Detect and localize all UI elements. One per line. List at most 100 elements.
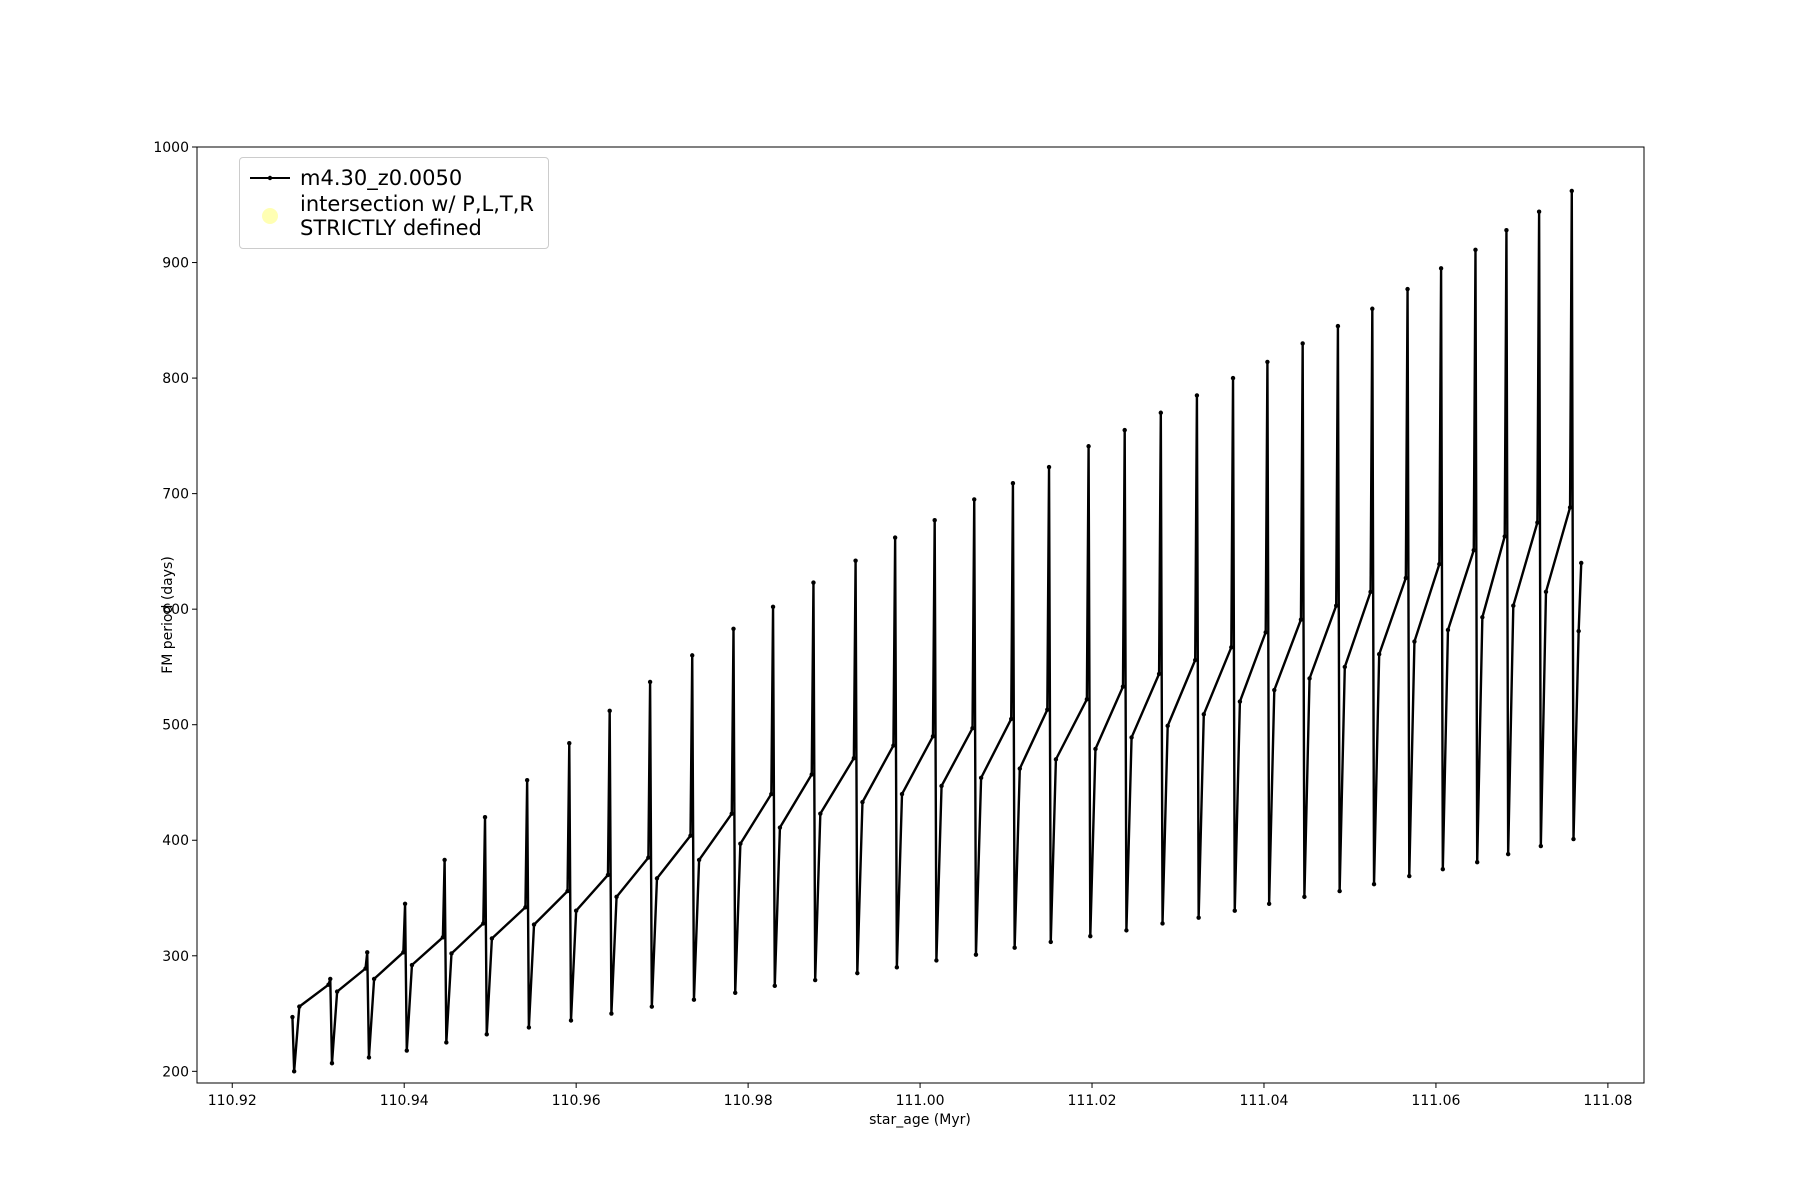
- point: [1571, 836, 1576, 842]
- y-tick-label: 200: [162, 1064, 189, 1080]
- point: [688, 833, 693, 838]
- point: [970, 725, 975, 731]
- point: [647, 679, 653, 685]
- point: [853, 558, 858, 563]
- point: [1335, 323, 1341, 329]
- point: [484, 1032, 489, 1037]
- legend-marker: [262, 208, 278, 224]
- point: [1370, 306, 1375, 311]
- legend-swatch: [262, 208, 278, 224]
- point: [1194, 393, 1200, 398]
- point: [290, 1014, 295, 1020]
- point: [1160, 921, 1165, 926]
- legend-label: intersection w/ P,L,T,R STRICTLY defined: [300, 192, 534, 240]
- point: [731, 626, 736, 632]
- point: [1012, 945, 1017, 950]
- point: [894, 965, 900, 970]
- point: [1045, 707, 1050, 712]
- point: [524, 777, 530, 783]
- series-line: [291, 189, 1583, 1073]
- x-tick-label: 111.08: [1583, 1093, 1632, 1109]
- y-tick-label: 400: [162, 833, 189, 849]
- point: [1475, 860, 1480, 865]
- point: [605, 872, 611, 878]
- point: [1440, 866, 1446, 872]
- point: [646, 855, 651, 860]
- x-tick-label: 111.06: [1411, 1093, 1460, 1109]
- point: [1129, 735, 1134, 740]
- legend: m4.30_z0.0050 intersection w/ P,L,T,R STR…: [239, 157, 549, 249]
- point: [1229, 645, 1234, 650]
- legend-item: intersection w/ P,L,T,R STRICTLY defined: [240, 192, 548, 240]
- point: [855, 970, 860, 976]
- point: [489, 936, 495, 941]
- point: [934, 958, 939, 963]
- point: [1302, 894, 1307, 900]
- point: [1376, 652, 1382, 657]
- point: [1237, 699, 1243, 704]
- point: [1437, 561, 1442, 567]
- point: [1010, 481, 1016, 486]
- point: [402, 901, 408, 906]
- point: [567, 740, 572, 746]
- point: [1405, 286, 1410, 292]
- point: [1502, 534, 1507, 539]
- point: [526, 1025, 532, 1030]
- point: [1017, 766, 1023, 771]
- point: [1086, 444, 1091, 449]
- x-tick-label: 111.04: [1239, 1093, 1288, 1109]
- point: [531, 922, 537, 927]
- point: [1084, 697, 1090, 702]
- point: [1342, 664, 1347, 670]
- point: [972, 497, 977, 502]
- point: [1567, 505, 1573, 510]
- point: [1156, 671, 1162, 677]
- point: [733, 990, 738, 995]
- point: [729, 811, 734, 816]
- point: [449, 951, 454, 956]
- point: [770, 604, 776, 610]
- point: [1196, 915, 1201, 920]
- point: [1263, 630, 1268, 635]
- point: [973, 952, 979, 957]
- x-tick-label: 110.98: [724, 1093, 773, 1109]
- point: [1053, 757, 1059, 762]
- point: [899, 791, 905, 797]
- point: [1165, 723, 1170, 729]
- point: [1298, 617, 1304, 622]
- point: [329, 1061, 335, 1066]
- point: [654, 876, 660, 881]
- point: [769, 791, 774, 797]
- point: [1445, 627, 1451, 633]
- point: [1337, 888, 1342, 894]
- point: [1576, 628, 1581, 634]
- point: [851, 756, 857, 761]
- point: [1438, 266, 1444, 271]
- point: [1307, 676, 1312, 681]
- x-tick-label: 110.96: [552, 1093, 601, 1109]
- x-tick-label: 111.00: [896, 1093, 945, 1109]
- point: [1536, 209, 1542, 214]
- point: [614, 894, 619, 900]
- point: [978, 775, 984, 781]
- point: [607, 708, 612, 714]
- point: [1230, 375, 1236, 381]
- x-tick-label: 110.94: [380, 1093, 429, 1109]
- x-tick-label: 110.92: [208, 1093, 257, 1109]
- y-tick-label: 700: [162, 487, 189, 503]
- point: [444, 1040, 449, 1045]
- x-tick-label: 111.02: [1068, 1093, 1117, 1109]
- point: [1334, 603, 1339, 608]
- point: [1048, 939, 1053, 945]
- point: [932, 517, 937, 523]
- y-tick-label: 300: [162, 949, 189, 965]
- point: [1093, 746, 1098, 752]
- point: [573, 908, 579, 913]
- point: [442, 857, 447, 863]
- point: [482, 814, 488, 820]
- point: [1504, 227, 1509, 233]
- point: [1412, 639, 1417, 644]
- point: [696, 857, 702, 863]
- point: [811, 580, 816, 585]
